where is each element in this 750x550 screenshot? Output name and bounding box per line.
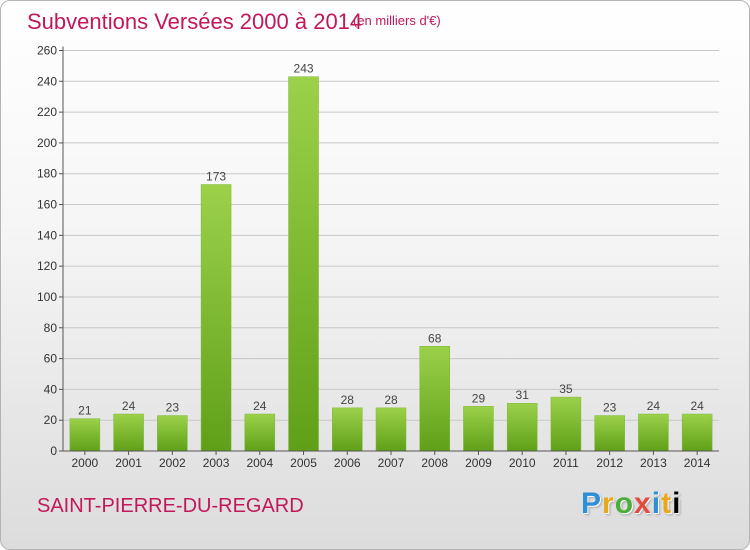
y-tick-label: 60: [44, 352, 58, 366]
bar: [200, 184, 232, 452]
proxiti-logo: Proxiti: [581, 487, 681, 521]
grid-lines: [63, 50, 719, 421]
bar-value-label: 23: [603, 401, 617, 415]
chart-title: Subventions Versées 2000 à 2014: [27, 9, 363, 34]
bar-value-label: 28: [384, 393, 398, 407]
y-tick-label: 140: [37, 228, 57, 242]
logo-letter: o: [614, 487, 635, 520]
y-tick-label: 80: [44, 321, 58, 335]
logo-letter: i: [651, 487, 662, 520]
bar: [594, 415, 625, 452]
commune-name: SAINT-PIERRE-DU-REGARD: [37, 495, 304, 517]
bar-value-label: 24: [647, 399, 661, 413]
y-tick-label: 120: [37, 259, 57, 273]
x-tick-label: 2000: [72, 456, 99, 470]
bar: [157, 415, 188, 452]
y-tick-label: 160: [37, 198, 57, 212]
x-tick-label: 2001: [115, 456, 142, 470]
y-tick-label: 240: [37, 74, 57, 88]
bar-value-label: 35: [559, 382, 573, 396]
bar: [550, 396, 582, 452]
bar: [463, 406, 494, 452]
logo-letter: r: [602, 487, 615, 520]
bar-value-label: 243: [294, 62, 314, 76]
y-tick-label: 40: [44, 382, 58, 396]
chart-unit-note: (en milliers d'€): [353, 13, 441, 28]
x-tick-label: 2009: [465, 456, 492, 470]
bar: [332, 407, 363, 452]
x-tick-label: 2012: [596, 456, 623, 470]
axes: 0 20 40 60 80 100 120 140 160 180 200 220 240 260 2000…: [37, 44, 719, 470]
y-tick-label: 180: [37, 167, 57, 181]
logo-letter: i: [672, 487, 682, 520]
bar-value-label: 24: [122, 399, 136, 413]
bar: [506, 402, 538, 452]
y-tick-label: 100: [37, 290, 57, 304]
x-tick-label: 2007: [378, 456, 405, 470]
labels: 21 24 23 173 24 243 28 28 68 29 31 35 23 24 24: [78, 62, 704, 418]
y-tick-label: 20: [44, 413, 58, 427]
bar-value-label: 29: [472, 391, 486, 405]
bar-value-label: 68: [428, 331, 442, 345]
bar: [638, 413, 669, 452]
y-tick-label: 200: [37, 136, 57, 150]
x-tick-label: 2011: [553, 456, 579, 470]
x-tick-label: 2004: [246, 456, 273, 470]
x-tick-label: 2014: [684, 456, 711, 470]
y-tick-label: 260: [37, 44, 57, 58]
logo-letter: t: [661, 487, 673, 520]
bar: [244, 413, 276, 452]
x-tick-label: 2002: [159, 456, 186, 470]
x-tick-label: 2010: [509, 456, 536, 470]
bar-value-label: 24: [690, 399, 704, 413]
bar: [69, 418, 101, 452]
bar: [113, 413, 144, 452]
logo-letter: P: [581, 487, 603, 520]
x-tick-label: 2003: [203, 456, 230, 470]
x-tick-label: 2005: [290, 456, 317, 470]
y-tick-label: 0: [50, 444, 57, 458]
bars: [69, 76, 713, 452]
x-tick-label: 2008: [421, 456, 448, 470]
bar: [288, 76, 319, 452]
bar-value-label: 28: [341, 393, 355, 407]
x-tick-label: 2013: [640, 456, 667, 470]
bar-value-label: 173: [206, 170, 226, 184]
bar: [681, 413, 713, 452]
bar-value-label: 21: [78, 404, 92, 418]
y-tick-label: 220: [37, 105, 57, 119]
bar: [419, 346, 450, 452]
bar-value-label: 23: [166, 401, 180, 415]
bar: [375, 407, 407, 452]
bar-value-label: 24: [253, 399, 267, 413]
x-tick-label: 2006: [334, 456, 361, 470]
bar-value-label: 31: [516, 388, 530, 402]
logo-letter: x: [634, 487, 652, 520]
